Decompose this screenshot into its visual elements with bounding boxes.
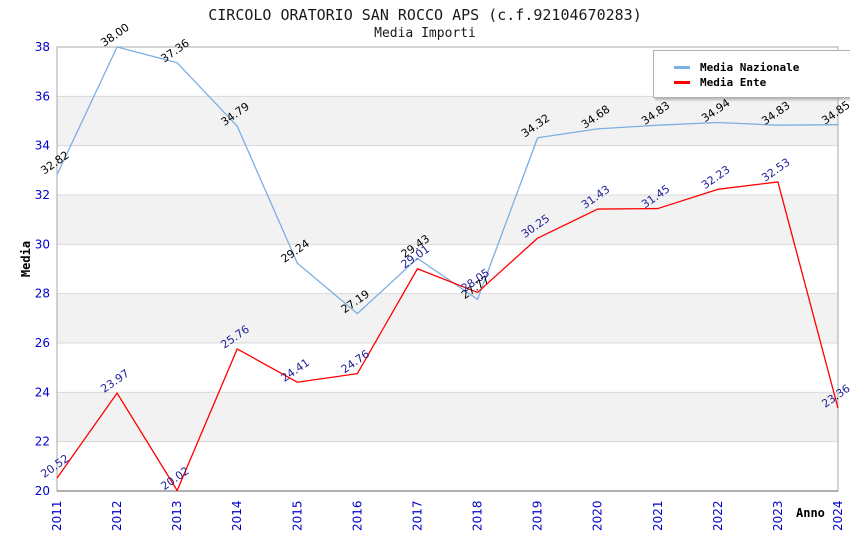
legend-label: Media Ente	[700, 76, 767, 89]
series-line-media-ente	[56, 181, 839, 492]
x-tick-label: 2016	[350, 500, 364, 531]
legend-swatch-line-icon	[674, 81, 690, 84]
y-tick-label: 32	[35, 188, 50, 202]
data-label: 38.00	[98, 21, 131, 50]
x-tick-label: 2022	[711, 500, 725, 531]
y-tick-label: 30	[35, 237, 50, 251]
band	[57, 392, 838, 442]
x-tick-label: 2012	[110, 500, 124, 531]
band	[57, 293, 838, 343]
y-tick-label: 20	[35, 484, 50, 498]
x-tick-label: 2023	[771, 500, 785, 531]
y-tick-label: 38	[35, 40, 50, 54]
data-label: 20.52	[38, 452, 71, 481]
data-label: 23.97	[98, 367, 131, 396]
y-tick-label: 28	[35, 287, 50, 301]
y-tick-label: 36	[35, 89, 50, 103]
x-tick-label: 2017	[410, 500, 424, 531]
x-tick-label: 2015	[290, 500, 304, 531]
y-axis-title: Media	[19, 240, 33, 278]
data-label: 37.36	[159, 37, 192, 66]
data-label: 32.82	[38, 149, 71, 178]
x-axis-title: Anno	[796, 506, 825, 520]
data-label: 24.76	[339, 347, 372, 376]
band	[57, 195, 838, 245]
legend-item-media-nazionale: Media Nazionale	[674, 60, 850, 75]
legend: Media Nazionale Media Ente	[653, 50, 850, 98]
series-line-media-nazionale	[56, 46, 839, 315]
chart-title: CIRCOLO ORATORIO SAN ROCCO APS (c.f.9210…	[208, 6, 642, 24]
x-tick-label: 2013	[170, 500, 184, 531]
y-tick-label: 22	[35, 435, 50, 449]
x-tick-label: 2011	[50, 500, 64, 531]
legend-swatch-line-icon	[674, 66, 690, 69]
y-tick-label: 24	[35, 385, 50, 399]
band	[57, 96, 838, 146]
y-tick-label: 34	[35, 139, 50, 153]
x-tick-label: 2024	[831, 500, 845, 531]
x-tick-label: 2018	[471, 500, 485, 531]
y-tick-label: 26	[35, 336, 50, 350]
x-tick-label: 2014	[230, 500, 244, 531]
legend-label: Media Nazionale	[700, 61, 800, 74]
x-tick-label: 2021	[651, 500, 665, 531]
chart-subtitle: Media Importi	[374, 26, 476, 41]
x-tick-label: 2020	[591, 500, 605, 531]
x-tick-label: 2019	[531, 500, 545, 531]
legend-item-media-ente: Media Ente	[674, 75, 850, 90]
data-label: 32.53	[759, 156, 792, 185]
